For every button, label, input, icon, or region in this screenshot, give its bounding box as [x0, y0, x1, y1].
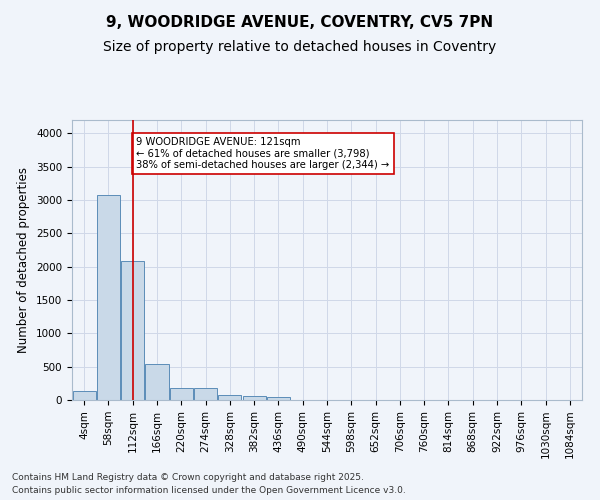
Bar — [121, 262, 144, 400]
Text: Contains public sector information licensed under the Open Government Licence v3: Contains public sector information licen… — [12, 486, 406, 495]
Text: Size of property relative to detached houses in Coventry: Size of property relative to detached ho… — [103, 40, 497, 54]
Bar — [97, 194, 120, 400]
Bar — [267, 397, 290, 400]
Text: 9, WOODRIDGE AVENUE, COVENTRY, CV5 7PN: 9, WOODRIDGE AVENUE, COVENTRY, CV5 7PN — [106, 15, 494, 30]
Bar — [145, 364, 169, 400]
Bar — [170, 388, 193, 400]
Y-axis label: Number of detached properties: Number of detached properties — [17, 167, 31, 353]
Bar — [242, 396, 266, 400]
Bar — [218, 396, 241, 400]
Bar — [73, 392, 95, 400]
Text: Contains HM Land Registry data © Crown copyright and database right 2025.: Contains HM Land Registry data © Crown c… — [12, 474, 364, 482]
Text: 9 WOODRIDGE AVENUE: 121sqm
← 61% of detached houses are smaller (3,798)
38% of s: 9 WOODRIDGE AVENUE: 121sqm ← 61% of deta… — [136, 136, 389, 170]
Bar — [194, 388, 217, 400]
